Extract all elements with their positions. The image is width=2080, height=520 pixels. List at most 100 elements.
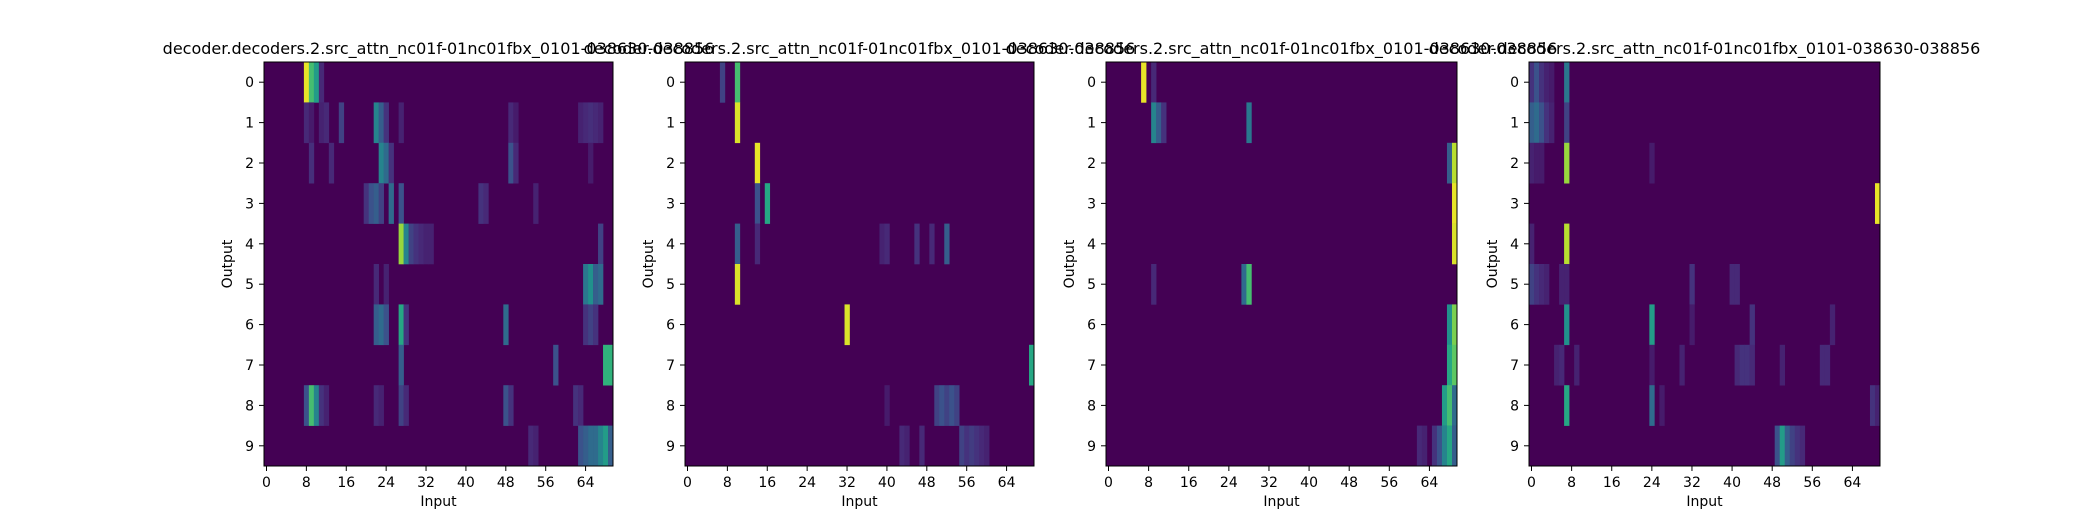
- y-tick-label: 1: [1510, 116, 1519, 132]
- x-axis-label: Input: [1263, 494, 1300, 510]
- y-tick-label: 8: [666, 398, 675, 414]
- heatmap-cell: [578, 425, 584, 467]
- x-tick-label: 40: [878, 475, 896, 491]
- heatmap-cell: [578, 385, 584, 426]
- heatmap-cell: [398, 385, 404, 426]
- heatmap-cell: [754, 142, 761, 184]
- heatmap-cell: [533, 425, 539, 467]
- heatmap-cell: [373, 183, 379, 224]
- heatmap-cell: [598, 425, 604, 467]
- heatmap-cell: [588, 304, 594, 346]
- heatmap-cell: [373, 264, 379, 305]
- heatmap-cell: [979, 425, 985, 467]
- heatmap-cell: [1151, 264, 1157, 305]
- y-tick-label: 2: [1087, 156, 1096, 172]
- heatmap-cell: [313, 62, 320, 103]
- heatmap-cell: [1451, 183, 1458, 224]
- y-tick-label: 6: [666, 318, 675, 334]
- x-tick-label: 0: [1527, 475, 1536, 491]
- heatmap-cell: [1161, 102, 1167, 144]
- heatmap-cell: [914, 223, 920, 265]
- heatmap-cell: [1869, 385, 1876, 426]
- y-tick-label: 8: [1510, 398, 1519, 414]
- x-tick-label: 16: [337, 475, 355, 491]
- heatmap-cell: [1789, 425, 1796, 467]
- heatmap-cell: [1451, 142, 1458, 184]
- y-tick-label: 7: [1510, 358, 1519, 374]
- heatmap-cell: [1539, 62, 1545, 103]
- heatmap-cell: [308, 142, 315, 184]
- heatmap-cell: [719, 62, 726, 103]
- y-axis-label: Output: [641, 239, 657, 288]
- heatmap-cell: [583, 304, 589, 346]
- heatmap-cell: [899, 425, 905, 467]
- y-tick-label: 5: [245, 277, 254, 293]
- axes-frame: [1105, 61, 1458, 467]
- heatmap-cell: [513, 102, 519, 144]
- x-tick-label: 16: [1180, 475, 1198, 491]
- heatmap-cell: [1564, 102, 1570, 144]
- x-tick-label: 56: [1803, 475, 1821, 491]
- heatmap-cell: [969, 425, 975, 467]
- heatmap-cell: [1241, 264, 1247, 305]
- heatmap-cell: [308, 385, 315, 426]
- heatmap-cell: [1559, 344, 1565, 386]
- y-tick-label: 6: [245, 318, 254, 334]
- heatmap-cell: [1829, 304, 1836, 346]
- x-tick-label: 8: [1144, 475, 1153, 491]
- x-tick-label: 32: [417, 475, 435, 491]
- heatmap-cell: [1659, 385, 1665, 426]
- heatmap-cell: [408, 223, 414, 265]
- heatmap-cell: [1564, 264, 1570, 305]
- x-axis-label: Input: [420, 494, 457, 510]
- axes-frame: [684, 61, 1035, 467]
- y-tick-label: 4: [245, 237, 254, 253]
- heatmap-cell: [1739, 344, 1745, 386]
- heatmap-cell: [398, 344, 404, 386]
- y-tick-label: 6: [1087, 318, 1096, 334]
- heatmap-cell: [1784, 425, 1791, 467]
- heatmap-cell: [528, 425, 534, 467]
- y-tick-label: 7: [1087, 358, 1096, 374]
- y-tick-label: 9: [666, 439, 675, 455]
- heatmap-cell: [303, 62, 310, 103]
- heatmap-cell: [598, 264, 604, 305]
- y-tick-label: 1: [1087, 116, 1096, 132]
- y-tick-label: 1: [666, 116, 675, 132]
- heatmap-cell: [1794, 425, 1801, 467]
- heatmap-panel-1: 0 8 16 24 32 40 48 56 640123456789InputOutputdec…: [163, 39, 715, 510]
- heatmap-cell: [308, 62, 315, 103]
- heatmap-cell: [1534, 142, 1540, 184]
- y-tick-label: 5: [666, 277, 675, 293]
- heatmap-cell: [388, 142, 394, 184]
- y-tick-label: 2: [245, 156, 254, 172]
- y-tick-label: 0: [1510, 75, 1519, 91]
- heatmap-cell: [1446, 304, 1453, 346]
- heatmap-cell: [1436, 425, 1443, 467]
- heatmap-cell: [373, 385, 379, 426]
- heatmap-cell: [508, 142, 514, 184]
- heatmap-cell: [553, 344, 559, 386]
- x-tick-label: 56: [537, 475, 555, 491]
- x-tick-label: 56: [958, 475, 976, 491]
- x-axis-label: Input: [841, 494, 878, 510]
- y-axis-label: Output: [1485, 239, 1501, 288]
- heatmap-cell: [764, 183, 771, 224]
- heatmap-cell: [388, 183, 394, 224]
- heatmap-background: [1529, 62, 1880, 466]
- heatmap-cell: [378, 183, 384, 224]
- heatmap-cell: [1649, 344, 1655, 386]
- heatmap-cell: [1749, 304, 1755, 346]
- x-tick-label: 0: [1104, 475, 1113, 491]
- heatmap-cell: [1446, 142, 1453, 184]
- heatmap-cell: [593, 304, 599, 346]
- heatmap-cell: [378, 102, 384, 144]
- heatmap-cell: [1441, 425, 1448, 467]
- heatmap-cell: [1446, 385, 1453, 426]
- heatmap-cell: [1734, 264, 1740, 305]
- y-tick-label: 4: [1087, 237, 1096, 253]
- heatmap-cell: [1549, 102, 1555, 144]
- x-tick-label: 0: [683, 475, 692, 491]
- x-tick-label: 64: [577, 475, 595, 491]
- heatmap-cell: [1544, 264, 1550, 305]
